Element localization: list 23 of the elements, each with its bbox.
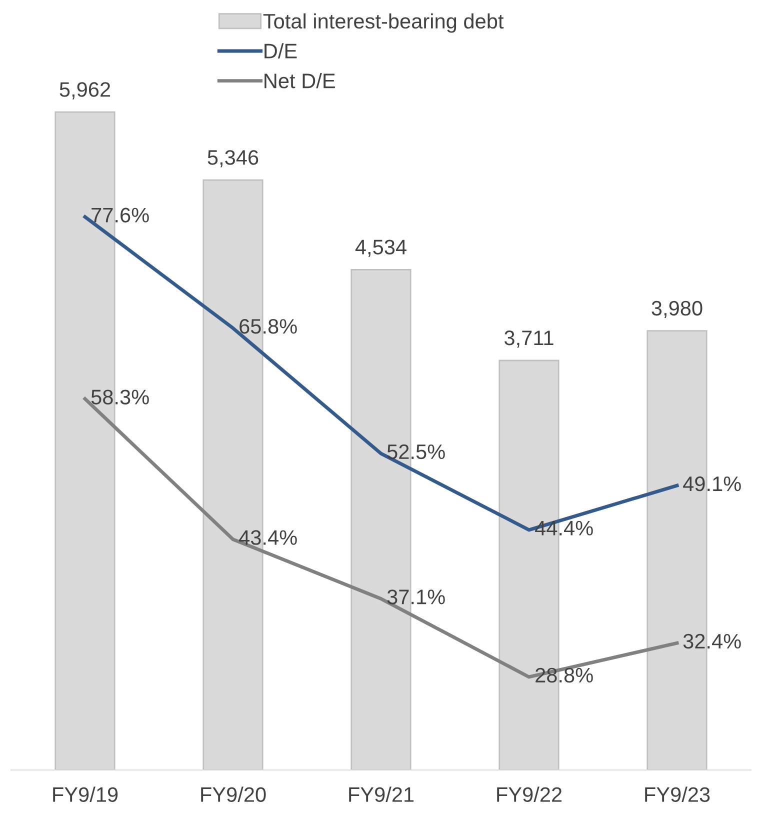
data-label: 58.3% xyxy=(91,390,149,404)
x-tick-label: FY9/23 xyxy=(645,786,710,802)
data-label: 77.6% xyxy=(92,208,149,222)
data-label: 32.4% xyxy=(683,634,741,649)
legend-label: D/E xyxy=(264,43,297,58)
x-tick-label: FY9/22 xyxy=(497,786,562,802)
data-label: 65.8% xyxy=(240,318,297,334)
x-tick-label: FY9/20 xyxy=(201,786,266,802)
data-label: 49.1% xyxy=(683,476,741,492)
x-tick-label: FY9/19 xyxy=(53,786,118,802)
legend-label: Total interest-bearing debt xyxy=(263,13,504,33)
data-label: 52.5% xyxy=(387,444,445,460)
data-label: 37.1% xyxy=(387,590,445,604)
x-tick-label: FY9/21 xyxy=(349,786,414,802)
legend-label: Net D/E xyxy=(264,73,335,88)
data-label: 5,962 xyxy=(60,82,110,100)
data-label: 28.8% xyxy=(536,668,593,683)
data-label: 43.4% xyxy=(239,530,297,545)
data-label: 4,534 xyxy=(355,240,406,257)
data-label: 44.4% xyxy=(535,520,593,536)
data-label: 3,980 xyxy=(652,300,702,318)
data-label: 3,711 xyxy=(504,330,554,348)
data-label: 5,346 xyxy=(208,150,258,168)
